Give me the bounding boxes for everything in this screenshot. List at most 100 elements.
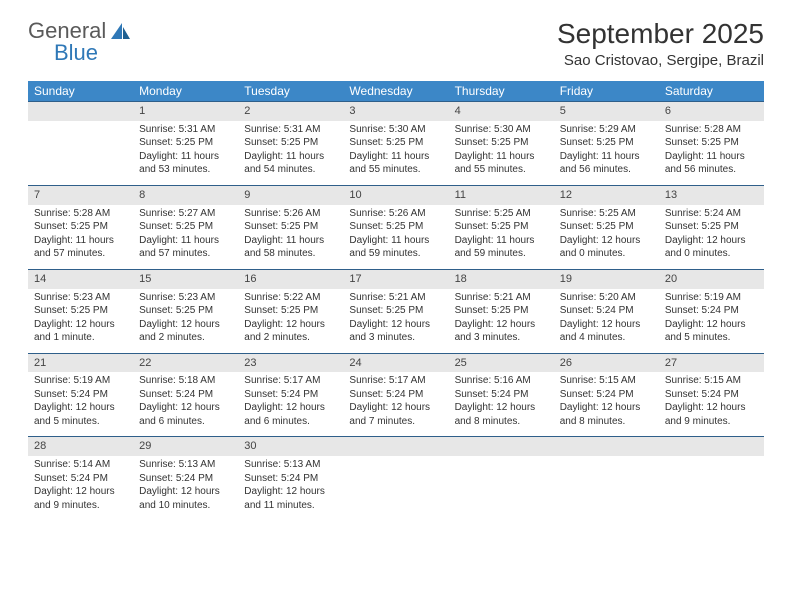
day-cell-line: Daylight: 12 hours: [244, 318, 337, 332]
day-cell-line: Sunrise: 5:21 AM: [455, 291, 548, 305]
day-number: 21: [28, 353, 133, 372]
day-cell: Sunrise: 5:21 AMSunset: 5:25 PMDaylight:…: [449, 289, 554, 354]
week-daynum-row: 282930: [28, 437, 764, 456]
day-number: 7: [28, 185, 133, 204]
day-cell-line: Sunrise: 5:17 AM: [349, 374, 442, 388]
day-cell-line: and 10 minutes.: [139, 499, 232, 513]
day-cell: Sunrise: 5:31 AMSunset: 5:25 PMDaylight:…: [238, 121, 343, 186]
day-number: 6: [659, 102, 764, 121]
day-cell-line: Daylight: 12 hours: [665, 401, 758, 415]
day-cell-line: and 3 minutes.: [455, 331, 548, 345]
day-number: 16: [238, 269, 343, 288]
logo-sail-icon: [110, 21, 132, 41]
day-cell: Sunrise: 5:22 AMSunset: 5:25 PMDaylight:…: [238, 289, 343, 354]
day-cell-line: Sunset: 5:25 PM: [349, 136, 442, 150]
day-cell: Sunrise: 5:28 AMSunset: 5:25 PMDaylight:…: [659, 121, 764, 186]
week-content-row: Sunrise: 5:14 AMSunset: 5:24 PMDaylight:…: [28, 456, 764, 520]
day-cell-line: Sunset: 5:25 PM: [455, 136, 548, 150]
day-cell-line: Sunset: 5:25 PM: [244, 304, 337, 318]
day-cell: Sunrise: 5:26 AMSunset: 5:25 PMDaylight:…: [238, 205, 343, 270]
day-cell-line: Sunset: 5:25 PM: [560, 136, 653, 150]
day-cell: Sunrise: 5:13 AMSunset: 5:24 PMDaylight:…: [238, 456, 343, 520]
day-cell-line: Daylight: 12 hours: [665, 318, 758, 332]
day-number: 2: [238, 102, 343, 121]
day-cell-line: Sunrise: 5:19 AM: [34, 374, 127, 388]
day-cell: Sunrise: 5:23 AMSunset: 5:25 PMDaylight:…: [28, 289, 133, 354]
day-cell-line: and 59 minutes.: [455, 247, 548, 261]
day-cell-line: and 57 minutes.: [34, 247, 127, 261]
day-cell-line: Sunset: 5:24 PM: [665, 388, 758, 402]
day-cell-line: Daylight: 12 hours: [139, 401, 232, 415]
day-cell-line: Daylight: 11 hours: [139, 234, 232, 248]
day-cell: Sunrise: 5:23 AMSunset: 5:25 PMDaylight:…: [133, 289, 238, 354]
day-cell-line: and 56 minutes.: [560, 163, 653, 177]
day-cell: Sunrise: 5:19 AMSunset: 5:24 PMDaylight:…: [659, 289, 764, 354]
day-cell-line: Daylight: 12 hours: [139, 318, 232, 332]
day-cell-line: Sunset: 5:25 PM: [665, 136, 758, 150]
day-cell-line: Sunrise: 5:30 AM: [455, 123, 548, 137]
day-cell-line: Sunset: 5:25 PM: [34, 304, 127, 318]
day-number: 24: [343, 353, 448, 372]
day-cell-line: Sunrise: 5:22 AM: [244, 291, 337, 305]
day-cell-line: Sunset: 5:25 PM: [349, 220, 442, 234]
day-cell-line: Daylight: 12 hours: [455, 318, 548, 332]
day-cell-line: Sunset: 5:25 PM: [244, 220, 337, 234]
day-cell-line: and 6 minutes.: [139, 415, 232, 429]
day-cell-line: Daylight: 12 hours: [455, 401, 548, 415]
day-cell-line: Daylight: 12 hours: [349, 318, 442, 332]
week-content-row: Sunrise: 5:23 AMSunset: 5:25 PMDaylight:…: [28, 289, 764, 354]
month-title: September 2025: [557, 18, 764, 50]
day-cell: [28, 121, 133, 186]
day-cell-line: and 3 minutes.: [349, 331, 442, 345]
day-cell: Sunrise: 5:29 AMSunset: 5:25 PMDaylight:…: [554, 121, 659, 186]
day-cell-line: Sunrise: 5:23 AM: [139, 291, 232, 305]
day-header: Saturday: [659, 81, 764, 102]
day-cell-line: Sunrise: 5:25 AM: [560, 207, 653, 221]
day-cell-line: Daylight: 12 hours: [34, 318, 127, 332]
day-cell-line: Daylight: 12 hours: [34, 401, 127, 415]
day-cell-line: Sunset: 5:25 PM: [560, 220, 653, 234]
day-number: 1: [133, 102, 238, 121]
day-number: 15: [133, 269, 238, 288]
day-cell-line: Sunrise: 5:14 AM: [34, 458, 127, 472]
day-cell: Sunrise: 5:18 AMSunset: 5:24 PMDaylight:…: [133, 372, 238, 437]
day-number: 25: [449, 353, 554, 372]
day-cell-line: Sunset: 5:25 PM: [34, 220, 127, 234]
day-cell-line: Daylight: 12 hours: [665, 234, 758, 248]
day-number: 28: [28, 437, 133, 456]
header: General September 2025 Sao Cristovao, Se…: [28, 18, 764, 69]
day-cell-line: Daylight: 11 hours: [139, 150, 232, 164]
day-cell: [449, 456, 554, 520]
day-cell: Sunrise: 5:20 AMSunset: 5:24 PMDaylight:…: [554, 289, 659, 354]
day-cell-line: Daylight: 11 hours: [560, 150, 653, 164]
day-cell-line: Sunset: 5:25 PM: [349, 304, 442, 318]
day-cell-line: and 11 minutes.: [244, 499, 337, 513]
day-cell-line: Daylight: 12 hours: [349, 401, 442, 415]
day-cell-line: Daylight: 11 hours: [244, 234, 337, 248]
day-cell-line: Sunset: 5:25 PM: [139, 136, 232, 150]
day-cell: Sunrise: 5:15 AMSunset: 5:24 PMDaylight:…: [659, 372, 764, 437]
day-cell-line: and 2 minutes.: [244, 331, 337, 345]
day-cell-line: Sunrise: 5:25 AM: [455, 207, 548, 221]
week-daynum-row: 14151617181920: [28, 269, 764, 288]
day-cell: Sunrise: 5:25 AMSunset: 5:25 PMDaylight:…: [449, 205, 554, 270]
day-cell-line: Daylight: 11 hours: [349, 150, 442, 164]
calendar-table: SundayMondayTuesdayWednesdayThursdayFrid…: [28, 81, 764, 520]
day-cell-line: Sunset: 5:24 PM: [139, 388, 232, 402]
day-cell: Sunrise: 5:14 AMSunset: 5:24 PMDaylight:…: [28, 456, 133, 520]
day-cell-line: Sunset: 5:25 PM: [139, 220, 232, 234]
day-cell-line: Sunrise: 5:23 AM: [34, 291, 127, 305]
day-cell-line: and 54 minutes.: [244, 163, 337, 177]
day-cell-line: Sunset: 5:25 PM: [139, 304, 232, 318]
day-number: 5: [554, 102, 659, 121]
day-cell-line: Sunrise: 5:30 AM: [349, 123, 442, 137]
day-cell-line: and 55 minutes.: [455, 163, 548, 177]
day-cell-line: Daylight: 12 hours: [560, 401, 653, 415]
day-cell-line: Sunrise: 5:28 AM: [34, 207, 127, 221]
day-cell-line: Sunset: 5:24 PM: [34, 472, 127, 486]
day-cell-line: and 2 minutes.: [139, 331, 232, 345]
day-cell: Sunrise: 5:30 AMSunset: 5:25 PMDaylight:…: [343, 121, 448, 186]
day-cell-line: Sunrise: 5:13 AM: [139, 458, 232, 472]
logo-text-blue: Blue: [54, 40, 98, 66]
day-cell-line: and 55 minutes.: [349, 163, 442, 177]
